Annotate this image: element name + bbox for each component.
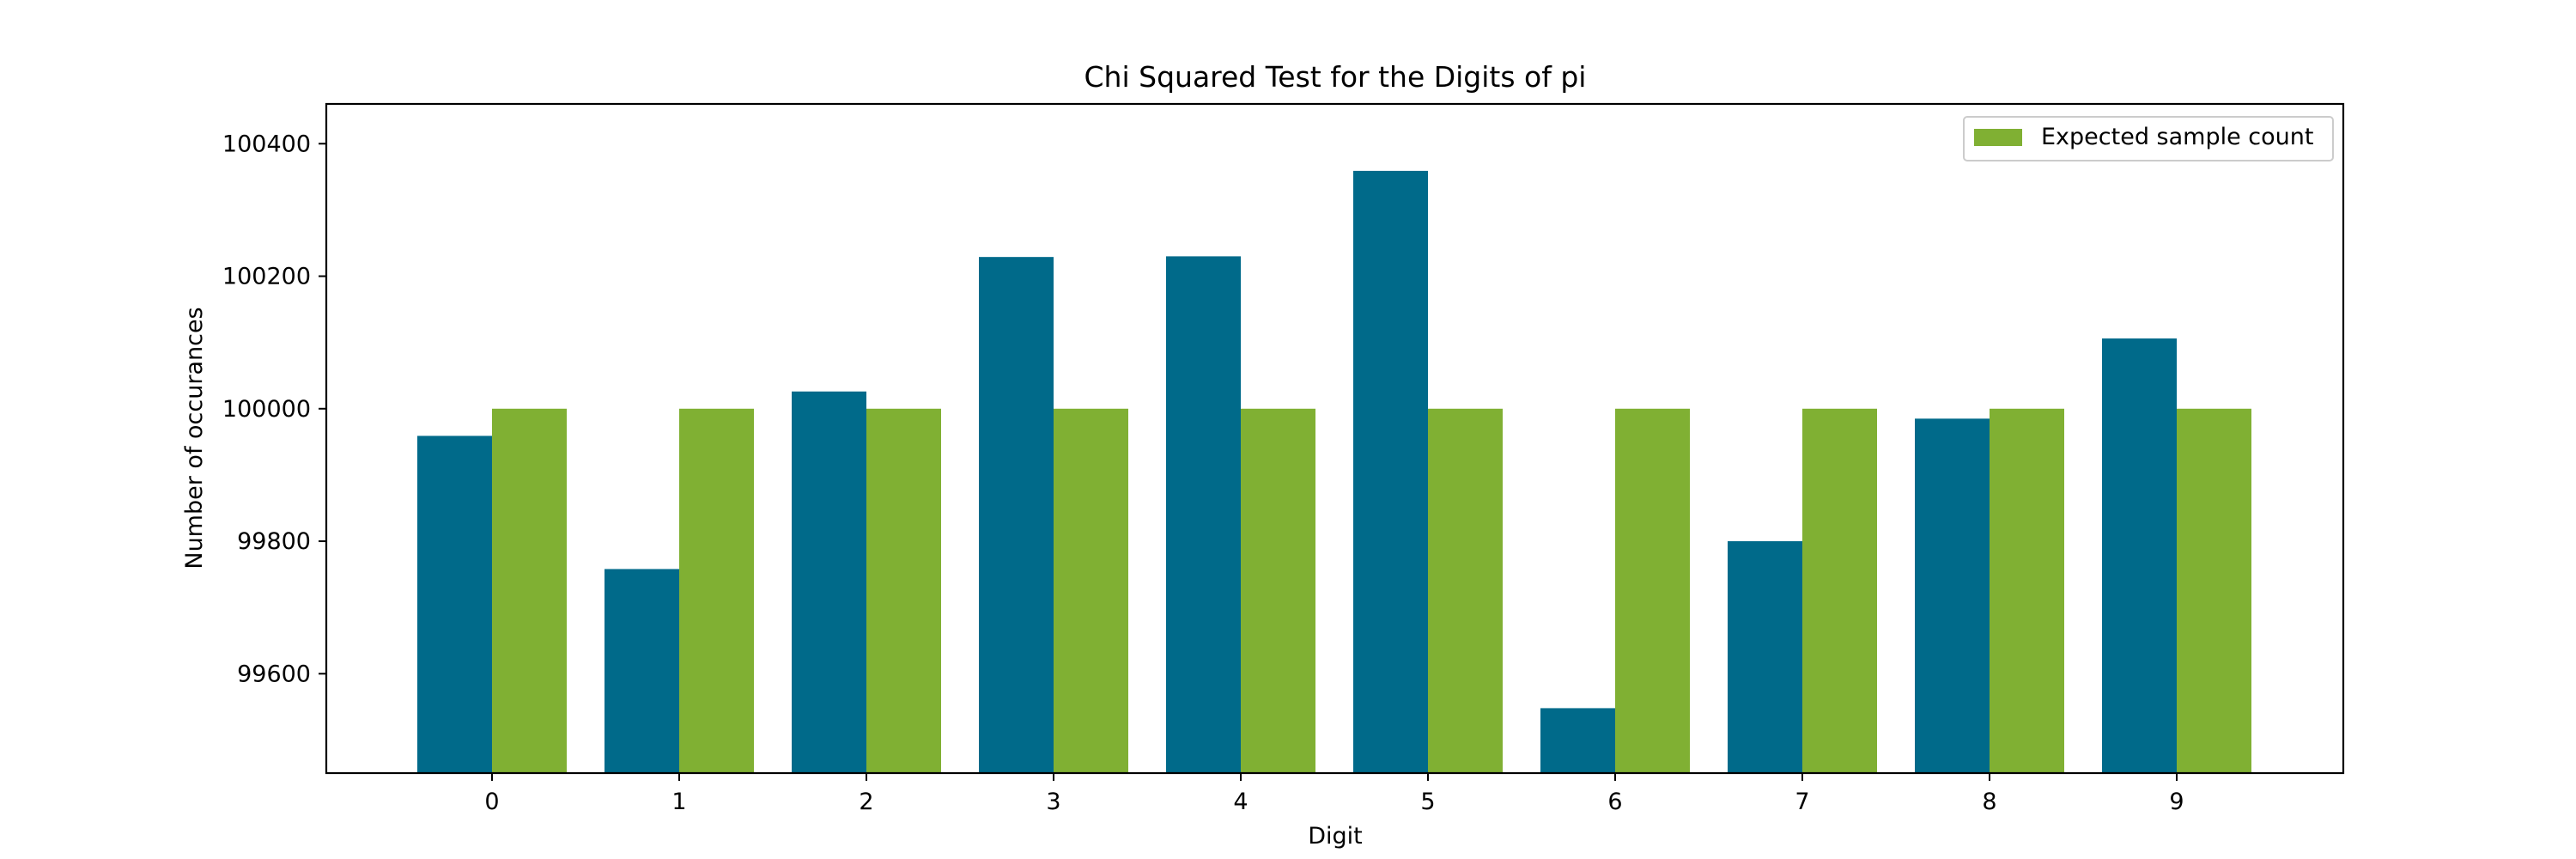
expected-bar-2: [866, 408, 941, 773]
legend: Expected sample count: [1963, 116, 2334, 161]
x-tick-label: 1: [671, 789, 686, 815]
observed-bar-8: [1915, 418, 1990, 773]
x-tick-label: 0: [484, 789, 499, 815]
x-tick-label: 9: [2169, 789, 2184, 815]
expected-bar-4: [1241, 408, 1315, 773]
x-tick-label: 8: [1982, 789, 1996, 815]
observed-bar-1: [605, 569, 679, 773]
y-tick-label: 99800: [237, 528, 311, 555]
x-tick-label: 2: [859, 789, 873, 815]
expected-bar-7: [1802, 408, 1877, 773]
y-tick-label: 100200: [222, 264, 311, 290]
expected-bar-3: [1054, 408, 1128, 773]
x-tick-label: 3: [1046, 789, 1060, 815]
y-axis-label: Number of occurances: [181, 307, 208, 569]
observed-bar-9: [2102, 338, 2177, 773]
legend-label: Expected sample count: [2041, 124, 2313, 150]
x-tick-label: 7: [1795, 789, 1809, 815]
legend-swatch: [1974, 129, 2022, 146]
expected-bar-5: [1428, 408, 1503, 773]
observed-bar-2: [792, 391, 866, 773]
x-tick-label: 5: [1420, 789, 1435, 815]
observed-bar-3: [979, 257, 1054, 773]
x-tick-label: 4: [1233, 789, 1248, 815]
x-ticks: 0 1 2 3 4 5 6 7 8 9: [484, 773, 2184, 815]
observed-bar-0: [417, 436, 492, 773]
legend-frame: [1963, 116, 2334, 161]
observed-bar-6: [1540, 708, 1615, 773]
x-tick-label: 6: [1607, 789, 1622, 815]
bars-group: [417, 170, 2251, 774]
observed-bar-7: [1728, 541, 1802, 773]
expected-bar-6: [1615, 408, 1690, 773]
expected-bar-0: [492, 408, 567, 773]
y-tick-label: 99600: [237, 661, 311, 687]
chart-title: Chi Squared Test for the Digits of pi: [1084, 60, 1587, 94]
expected-bar-1: [679, 408, 754, 773]
expected-bar-9: [2177, 408, 2251, 773]
expected-bar-8: [1990, 408, 2064, 773]
plot-frame: [325, 102, 2345, 775]
observed-bar-4: [1166, 256, 1241, 774]
observed-bar-5: [1353, 170, 1428, 773]
x-axis-label: Digit: [1308, 823, 1363, 850]
y-tick-label: 100000: [222, 396, 311, 423]
y-tick-label: 100400: [222, 131, 311, 157]
y-ticks: 99600 99800 100000 100200 100400: [222, 131, 326, 687]
